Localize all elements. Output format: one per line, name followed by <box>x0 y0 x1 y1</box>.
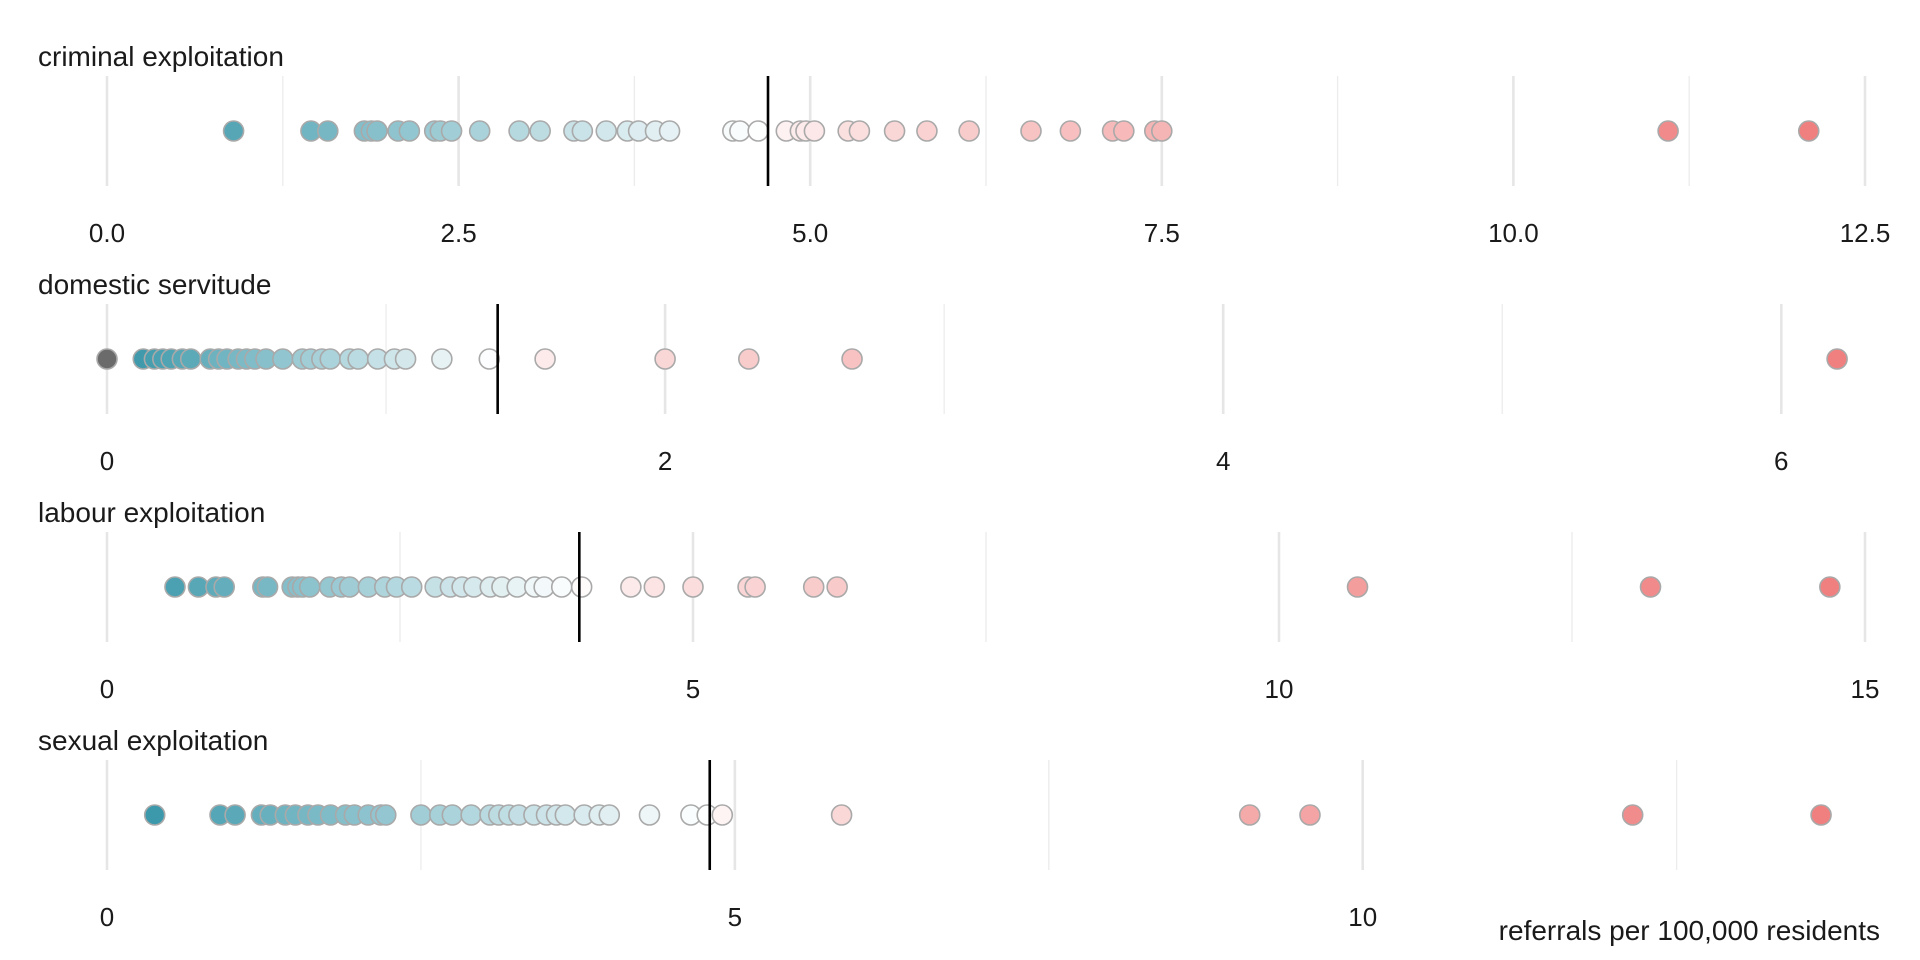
data-point <box>431 348 453 370</box>
data-point <box>729 120 751 142</box>
data-point <box>620 576 642 598</box>
data-point <box>1639 576 1662 598</box>
panel-domestic-servitude: domestic servitude 0 2 4 6 <box>38 269 1848 476</box>
data-point <box>550 576 573 598</box>
data-point <box>410 804 432 826</box>
data-point <box>347 348 369 370</box>
data-point <box>1657 120 1679 142</box>
panel-labour-exploitation: labour exploitation 0 5 10 15 <box>38 497 1879 704</box>
panel-title: domestic servitude <box>38 269 271 300</box>
data-point <box>460 804 482 826</box>
data-point <box>802 576 825 598</box>
data-point <box>366 120 388 142</box>
x-axis-label: referrals per 100,000 residents <box>1499 915 1880 946</box>
data-point <box>571 120 594 142</box>
tick-label: 10 <box>1265 674 1294 704</box>
data-point <box>883 120 906 142</box>
data-point <box>1810 804 1832 826</box>
data-point <box>1621 804 1644 826</box>
tick-label: 0 <box>100 674 114 704</box>
tick-label: 0.0 <box>89 218 125 248</box>
tick-label: 7.5 <box>1144 218 1180 248</box>
data-point <box>1020 120 1042 142</box>
data-point <box>643 576 666 598</box>
data-point <box>317 120 339 142</box>
data-point <box>803 120 826 142</box>
data-point <box>595 120 618 142</box>
data-point <box>826 576 848 598</box>
data-point <box>222 120 245 142</box>
data-point <box>1819 576 1841 598</box>
data-point <box>1797 120 1820 142</box>
data-point <box>338 576 361 598</box>
data-point <box>830 804 853 826</box>
panel-sexual-exploitation: sexual exploitation 0 5 10 <box>38 725 1832 932</box>
data-point <box>682 576 704 598</box>
tick-label: 10.0 <box>1488 218 1539 248</box>
data-point <box>224 804 246 826</box>
data-point <box>654 348 676 370</box>
panel-criminal-exploitation: criminal exploitation 0.0 2.5 5.0 7.5 10.0 12.… <box>38 41 1890 248</box>
data-point <box>1238 804 1261 826</box>
data-point <box>213 576 235 598</box>
data-point <box>440 120 463 142</box>
tick-label: 5 <box>728 902 742 932</box>
data-point <box>841 348 863 370</box>
data-point <box>374 804 397 826</box>
data-point <box>1826 348 1848 370</box>
data-point <box>298 576 321 598</box>
data-point <box>529 120 551 142</box>
data-point <box>738 348 760 370</box>
data-point <box>534 348 556 370</box>
data-point <box>658 120 681 142</box>
data-point <box>508 120 530 142</box>
data-point <box>570 576 593 598</box>
data-point <box>256 576 279 598</box>
data-point <box>400 576 423 598</box>
tick-label: 10 <box>1348 902 1377 932</box>
tick-label: 12.5 <box>1840 218 1891 248</box>
data-point <box>468 120 491 142</box>
data-point <box>747 120 769 142</box>
panel-title: criminal exploitation <box>38 41 284 72</box>
tick-label: 4 <box>1216 446 1230 476</box>
data-point <box>848 120 871 142</box>
data-point <box>916 120 938 142</box>
data-point <box>394 348 417 370</box>
data-point <box>398 120 421 142</box>
data-point <box>744 576 766 598</box>
data-point <box>711 804 734 826</box>
data-point <box>1346 576 1369 598</box>
tick-label: 0 <box>100 446 114 476</box>
data-point <box>179 348 202 370</box>
tick-label: 5.0 <box>792 218 828 248</box>
data-point <box>143 804 166 826</box>
data-point <box>441 804 464 826</box>
data-point <box>164 576 186 598</box>
data-point <box>271 348 294 370</box>
tick-label: 2 <box>658 446 672 476</box>
tick-label: 15 <box>1851 674 1880 704</box>
data-point <box>1113 120 1135 142</box>
tick-label: 2.5 <box>441 218 477 248</box>
panel-title: labour exploitation <box>38 497 265 528</box>
data-point <box>638 804 661 826</box>
tick-label: 0 <box>100 902 114 932</box>
data-point <box>554 804 577 826</box>
tick-label: 5 <box>686 674 700 704</box>
data-point <box>958 120 980 142</box>
panel-title: sexual exploitation <box>38 725 268 756</box>
data-point <box>598 804 621 826</box>
data-point <box>319 348 342 370</box>
tick-label: 6 <box>1774 446 1788 476</box>
data-point <box>478 348 501 370</box>
data-point <box>1299 804 1321 826</box>
data-point <box>96 348 118 370</box>
data-point <box>1059 120 1082 142</box>
data-point <box>1151 120 1173 142</box>
